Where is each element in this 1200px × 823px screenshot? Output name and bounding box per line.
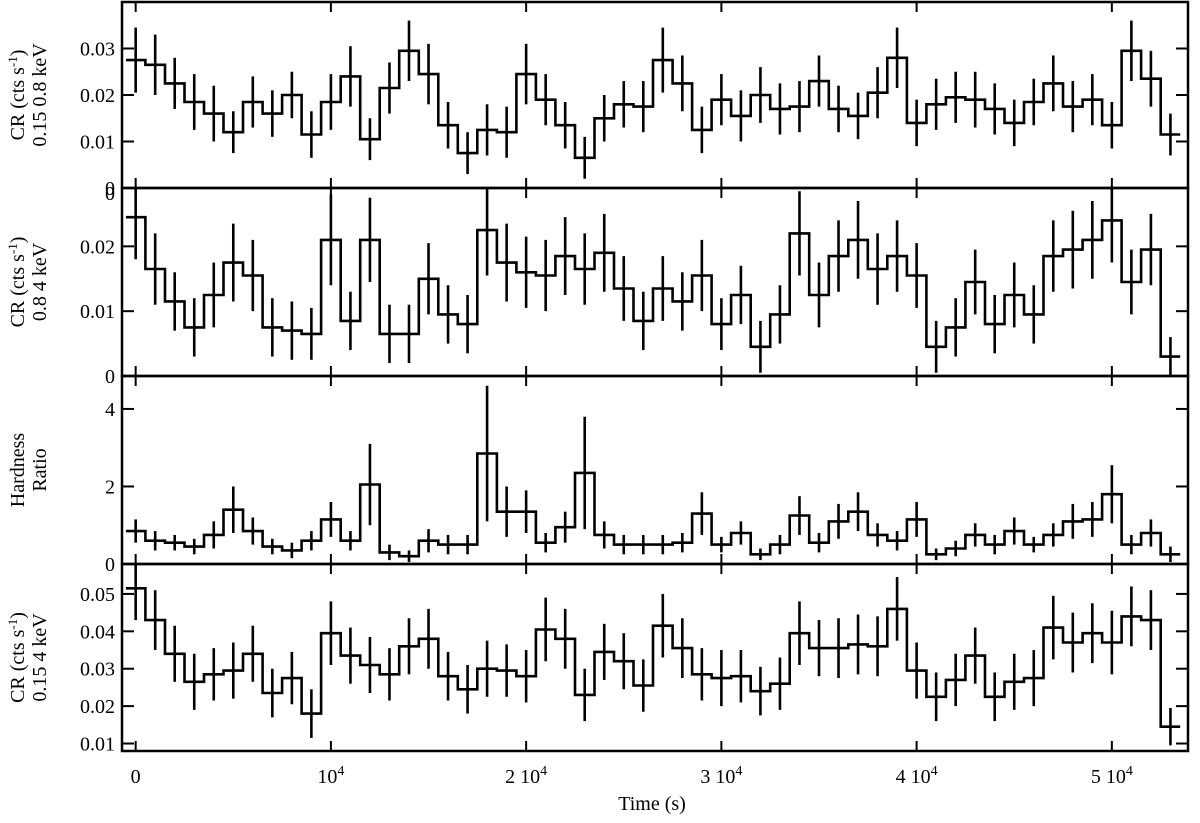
y-axis-label-superscript: -1 [5, 56, 20, 67]
x-tick-label-base: 4 10 [896, 766, 931, 788]
y-axis-label-line2: 0.8 4 keV [29, 242, 51, 321]
y-axis-label-superscript: -1 [5, 243, 20, 254]
y-axis-label: CR (cts s-1)0.15 4 keV [5, 612, 51, 703]
series-step-line [125, 452, 1181, 558]
x-tick-label-base: 3 10 [700, 766, 735, 788]
y-axis-label-line2: 0.15 0.8 keV [29, 43, 51, 147]
series-step-line [125, 49, 1181, 160]
y-axis-label-line2: 0.15 4 keV [29, 613, 51, 702]
y-axis-label: CR (cts s-1)0.8 4 keV [5, 237, 51, 328]
y-tick-label: 0.03 [80, 659, 115, 681]
y-tick-label: 0.04 [80, 621, 115, 643]
series-step-line [125, 215, 1181, 358]
panel-4: 0.01 0.02 0.03 0.04 0.05 CR (cts s-1)0.15 4 k… [5, 562, 1190, 756]
y-tick-label: 0.01 [80, 132, 115, 154]
y-axis-label: HardnessRatio [7, 433, 51, 508]
panel-3: 0 2 4 HardnessRatio [7, 374, 1190, 576]
y-axis-label-line2: Ratio [29, 448, 51, 491]
y-axis-label: CR (cts s-1)0.15 0.8 keV [5, 43, 51, 147]
panel-2: 0 0.01 0.02 0 CR (cts s-1)0.8 4 keV [5, 183, 1190, 388]
x-tick-label-base: 2 10 [505, 766, 540, 788]
x-tick-label: 0 [131, 766, 141, 788]
y-axis-label-line1-end: ) [7, 612, 29, 619]
y-tick-label: 0 [105, 554, 115, 576]
x-tick-label: 3 104 [700, 764, 742, 788]
panel-frame [120, 374, 1190, 566]
y-axis-label-line1-end: ) [7, 237, 29, 244]
x-tick-label-exponent: 4 [931, 764, 938, 779]
y-tick-label: 0.01 [80, 734, 115, 756]
y-tick-label: 0 [105, 183, 115, 205]
x-tick-label: 2 104 [505, 764, 547, 788]
y-axis-label-line1: CR (cts s [7, 629, 29, 703]
y-tick-label: 0.02 [80, 696, 115, 718]
x-tick-label-exponent: 4 [735, 764, 742, 779]
x-tick-label-exponent: 4 [540, 764, 547, 779]
y-tick-label: 0 [105, 366, 115, 388]
y-tick-label: 0.01 [80, 301, 115, 323]
y-tick-label: 0.02 [80, 236, 115, 258]
x-tick-label-base: 10 [317, 766, 337, 788]
y-axis-label-superscript: -1 [5, 619, 20, 630]
y-axis-label-line1: Hardness [7, 433, 29, 508]
y-tick-label: 4 [105, 399, 115, 421]
y-tick-label: 0.03 [80, 39, 115, 61]
panel-1: 0 0.01 0.02 0.03 CR (cts s-1)0.15 0.8 keV [5, 0, 1190, 200]
x-tick-label-exponent: 4 [337, 764, 344, 779]
y-axis-label-line1-end: ) [7, 50, 29, 57]
x-tick-label: 4 104 [896, 764, 938, 788]
x-tick-label-base: 5 10 [1091, 766, 1126, 788]
y-tick-label: 0 [105, 178, 115, 200]
y-tick-label: 0.02 [80, 85, 115, 107]
x-tick-label-base: 0 [131, 766, 141, 788]
panel-frame [120, 562, 1190, 753]
x-tick-label: 104 [317, 764, 344, 788]
x-tick-label: 5 104 [1091, 764, 1133, 788]
x-axis-label: Time (s) [618, 793, 686, 815]
series-step-line [125, 587, 1181, 728]
x-axis: 0 104 2 104 3 104 4 104 5 104 [131, 764, 1133, 788]
y-axis-label-line1: CR (cts s [7, 254, 29, 328]
y-tick-label: 0.05 [80, 584, 115, 606]
y-tick-label: 2 [105, 476, 115, 498]
panel-frame [120, 186, 1190, 378]
x-tick-label-exponent: 4 [1126, 764, 1133, 779]
y-axis-label-line1: CR (cts s [7, 67, 29, 141]
